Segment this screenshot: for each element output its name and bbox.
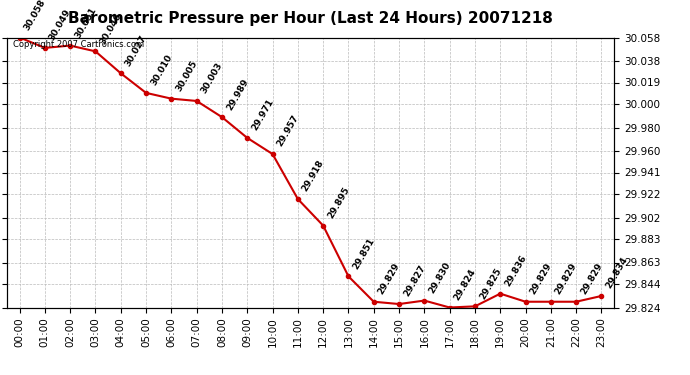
Text: 29.829: 29.829 bbox=[377, 261, 402, 296]
Text: 29.895: 29.895 bbox=[326, 185, 351, 220]
Text: 30.005: 30.005 bbox=[174, 59, 199, 93]
Text: 29.834: 29.834 bbox=[604, 256, 629, 290]
Text: 29.825: 29.825 bbox=[477, 266, 503, 301]
Text: 30.003: 30.003 bbox=[199, 61, 224, 95]
Text: 29.836: 29.836 bbox=[503, 254, 529, 288]
Text: 29.827: 29.827 bbox=[402, 264, 427, 298]
Text: 29.830: 29.830 bbox=[427, 261, 452, 295]
Text: 30.027: 30.027 bbox=[124, 33, 148, 68]
Text: 30.051: 30.051 bbox=[73, 6, 98, 40]
Text: 29.829: 29.829 bbox=[529, 261, 553, 296]
Text: 29.829: 29.829 bbox=[579, 261, 604, 296]
Text: 30.010: 30.010 bbox=[149, 53, 174, 87]
Text: Barometric Pressure per Hour (Last 24 Hours) 20071218: Barometric Pressure per Hour (Last 24 Ho… bbox=[68, 11, 553, 26]
Text: 30.046: 30.046 bbox=[98, 11, 124, 46]
Text: 29.829: 29.829 bbox=[553, 261, 579, 296]
Text: 29.989: 29.989 bbox=[225, 77, 250, 111]
Text: 29.957: 29.957 bbox=[275, 114, 301, 148]
Text: Copyright 2007 Cartronics.com: Copyright 2007 Cartronics.com bbox=[13, 40, 144, 49]
Text: 29.971: 29.971 bbox=[250, 98, 275, 132]
Text: 30.058: 30.058 bbox=[22, 0, 48, 32]
Text: 29.918: 29.918 bbox=[301, 159, 326, 194]
Text: 30.049: 30.049 bbox=[48, 8, 72, 42]
Text: 29.824: 29.824 bbox=[453, 267, 477, 302]
Text: 29.851: 29.851 bbox=[351, 236, 377, 271]
